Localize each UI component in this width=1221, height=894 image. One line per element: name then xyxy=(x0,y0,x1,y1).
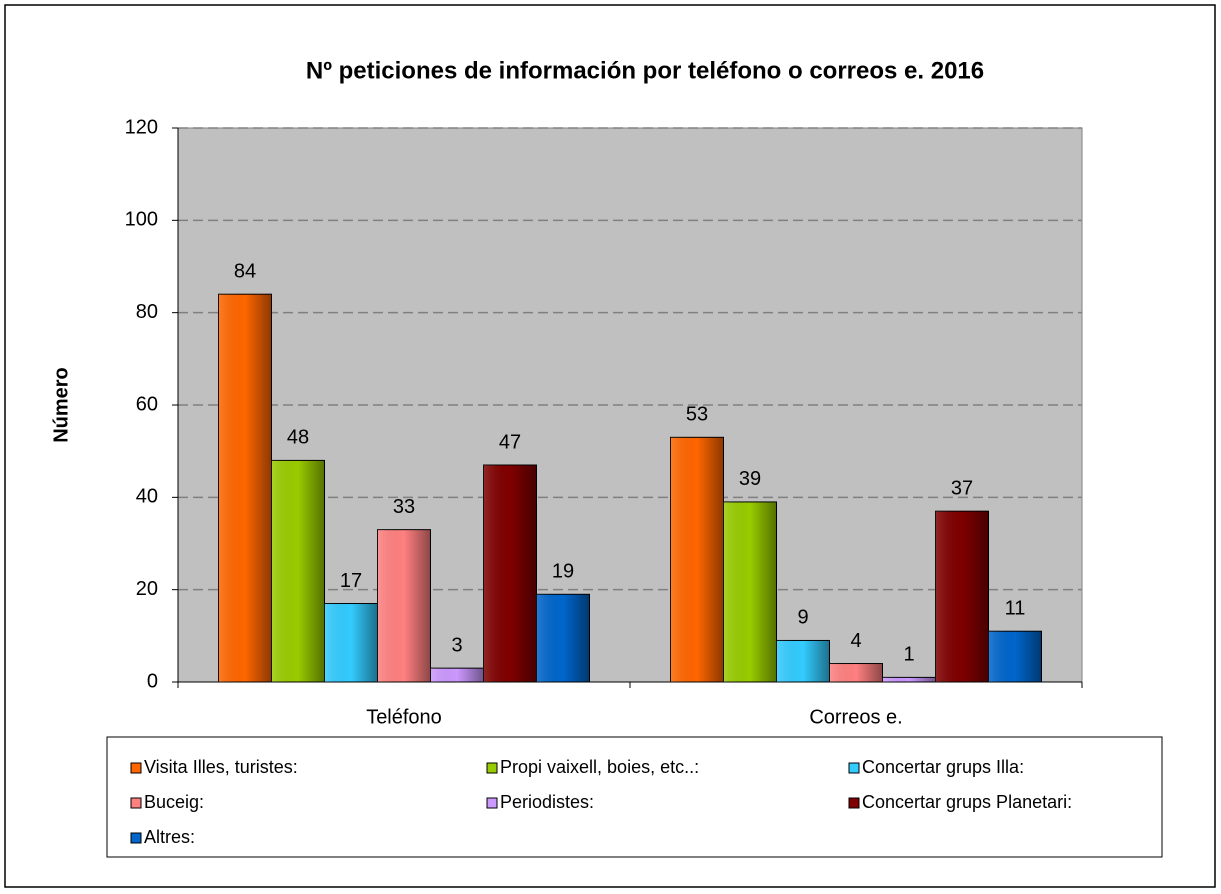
data-label: 47 xyxy=(499,431,521,453)
bar-shade xyxy=(670,437,724,682)
y-tick-label: 80 xyxy=(136,301,158,323)
y-tick-label: 100 xyxy=(125,209,158,231)
y-tick-label: 60 xyxy=(136,393,158,415)
legend xyxy=(106,736,1163,858)
y-tick-label: 0 xyxy=(147,670,158,692)
bar-shade xyxy=(829,663,883,682)
data-label: 48 xyxy=(287,427,309,449)
legend-label: Propi vaixell, boies, etc..: xyxy=(500,757,699,777)
y-tick-label: 20 xyxy=(136,578,158,600)
bar-shade xyxy=(430,668,484,682)
data-label: 53 xyxy=(686,404,708,426)
legend-label: Periodistes: xyxy=(500,792,594,812)
bar-shade xyxy=(776,640,830,682)
data-label: 4 xyxy=(850,630,861,652)
legend-label: Buceig: xyxy=(144,792,204,812)
legend-label: Concertar grups Illa: xyxy=(862,757,1024,777)
data-label: 37 xyxy=(951,477,973,499)
bar-shade xyxy=(324,603,378,682)
legend-swatch xyxy=(486,797,498,809)
data-label: 33 xyxy=(393,496,415,518)
bar-shade xyxy=(271,460,325,682)
bar-shade xyxy=(988,631,1042,682)
data-label: 1 xyxy=(903,644,914,666)
data-label: 11 xyxy=(1005,597,1026,619)
legend-label: Visita Illes, turistes: xyxy=(144,757,298,777)
legend-label: Altres: xyxy=(144,827,195,847)
y-tick-label: 40 xyxy=(136,486,158,508)
x-tick-label: Correos e. xyxy=(809,706,902,728)
y-tick-label: 120 xyxy=(125,116,158,138)
legend-swatch xyxy=(848,797,860,809)
data-label: 3 xyxy=(451,634,462,656)
bar-shade xyxy=(935,511,989,682)
data-label: 17 xyxy=(340,570,362,592)
bar-shade xyxy=(218,294,272,682)
data-label: 9 xyxy=(797,607,808,629)
legend-label: Concertar grups Planetari: xyxy=(862,792,1072,812)
chart-title: Nº peticiones de información por teléfon… xyxy=(306,57,984,84)
bar-shade xyxy=(483,465,537,682)
legend-swatch xyxy=(486,762,498,774)
bar-shade xyxy=(723,501,777,682)
x-tick-label: Teléfono xyxy=(366,706,442,728)
legend-swatch xyxy=(130,762,142,774)
bar-shade xyxy=(882,677,936,682)
legend-swatch xyxy=(130,797,142,809)
data-label: 39 xyxy=(739,468,761,490)
legend-swatch xyxy=(130,832,142,844)
legend-swatch xyxy=(848,762,860,774)
data-label: 19 xyxy=(552,561,574,583)
y-axis-label: Número xyxy=(50,367,72,443)
bar-shade xyxy=(536,594,590,682)
data-label: 84 xyxy=(234,260,256,282)
bar-shade xyxy=(377,529,431,682)
